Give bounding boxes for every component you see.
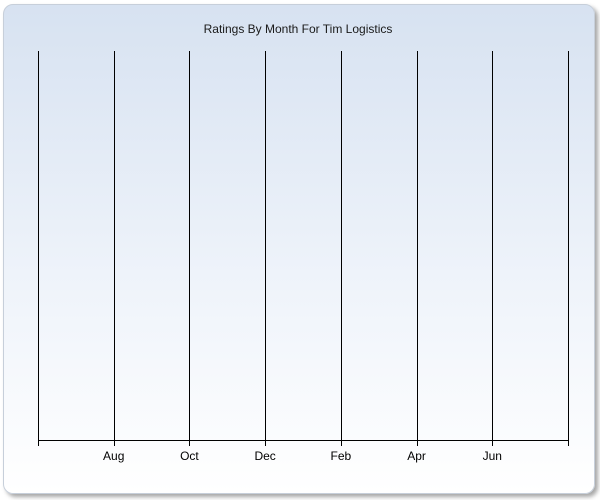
- x-tick-label: Dec: [254, 449, 275, 463]
- chart-title: Ratings By Month For Tim Logistics: [204, 22, 393, 36]
- gridlines: [38, 51, 569, 440]
- chart-frame: [3, 4, 595, 494]
- x-axis: [38, 440, 569, 446]
- x-tick-label: Jun: [483, 449, 502, 463]
- x-axis-labels: Aug Oct Dec Feb Apr Jun: [103, 449, 502, 463]
- x-tick-label: Aug: [103, 449, 124, 463]
- x-tick-label: Apr: [407, 449, 426, 463]
- x-tick-label: Feb: [331, 449, 352, 463]
- x-tick-label: Oct: [180, 449, 199, 463]
